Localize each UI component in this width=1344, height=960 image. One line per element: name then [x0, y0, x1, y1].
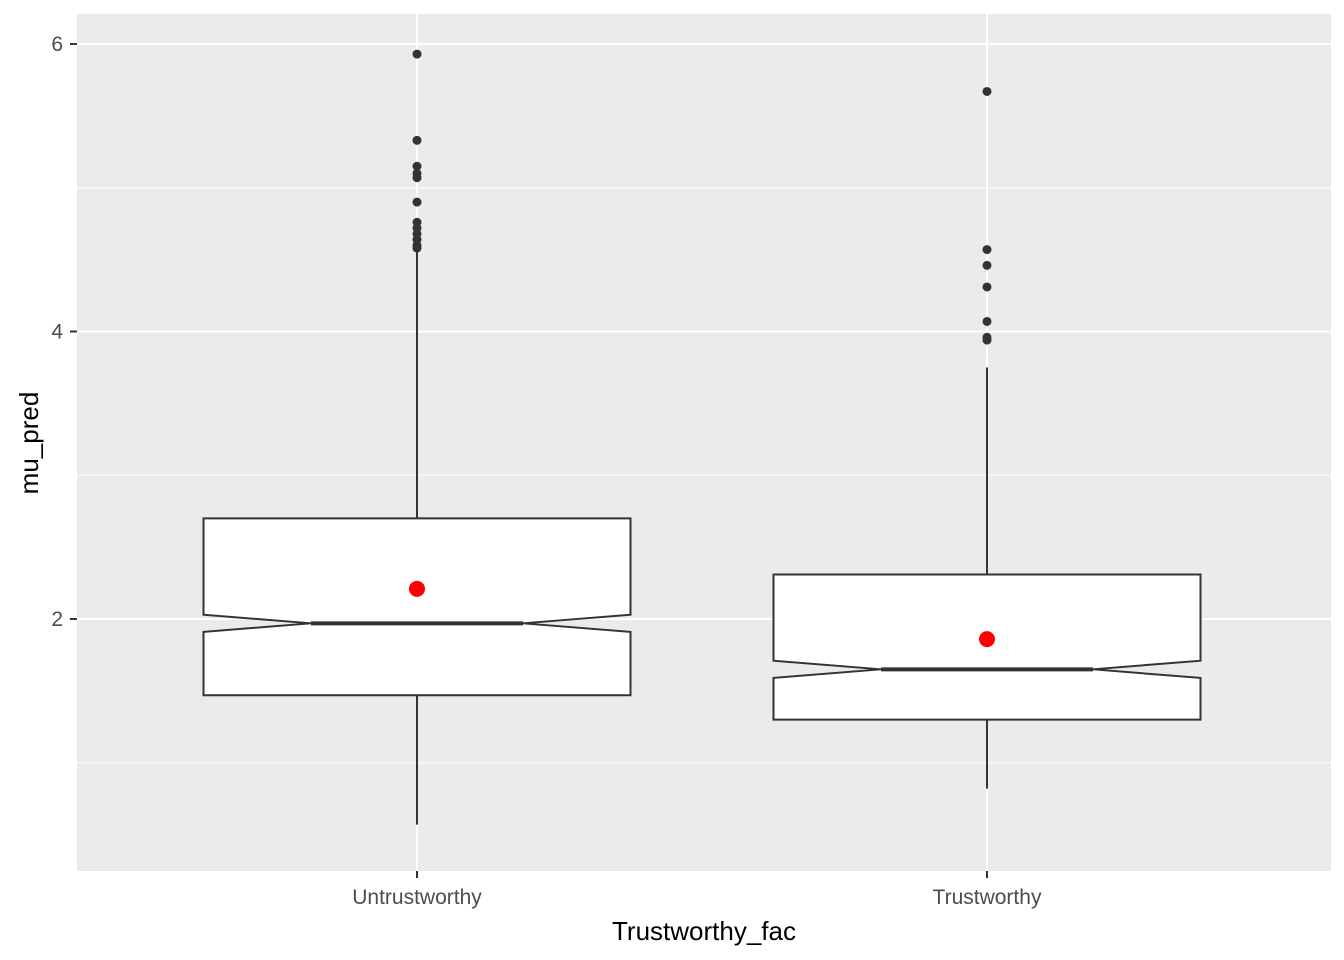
outlier-point — [412, 135, 422, 145]
outlier-point — [982, 316, 992, 326]
outlier-point — [412, 161, 422, 171]
outlier-point — [982, 282, 992, 292]
outlier-point — [412, 49, 422, 59]
x-axis: Untrustworthy Trustworthy — [352, 871, 1042, 909]
minor-gridlines — [77, 187, 1331, 764]
notched-box — [202, 517, 632, 697]
outlier-point — [412, 197, 422, 207]
mean-point — [979, 631, 995, 648]
x-tick-label: Trustworthy — [933, 886, 1042, 909]
y-tick-label: 6 — [51, 33, 63, 56]
x-axis-title: Trustworthy_fac — [612, 916, 796, 946]
y-axis: 2 4 6 — [51, 33, 77, 631]
outlier-point — [412, 168, 422, 178]
mean-point — [409, 580, 425, 597]
outlier-point — [982, 260, 992, 270]
outlier-point — [412, 217, 422, 227]
y-axis-title: mu_pred — [14, 392, 44, 495]
y-tick-label: 2 — [51, 608, 63, 631]
outlier-point — [982, 86, 992, 96]
outlier-point — [982, 245, 992, 255]
outlier-point — [982, 332, 992, 342]
box-group-untrustworthy — [202, 49, 632, 825]
plot-panel — [77, 14, 1331, 871]
x-tick-label: Untrustworthy — [352, 886, 482, 909]
y-tick-label: 4 — [51, 321, 63, 344]
box-group-trustworthy — [772, 86, 1202, 789]
box-layer — [202, 49, 1202, 825]
